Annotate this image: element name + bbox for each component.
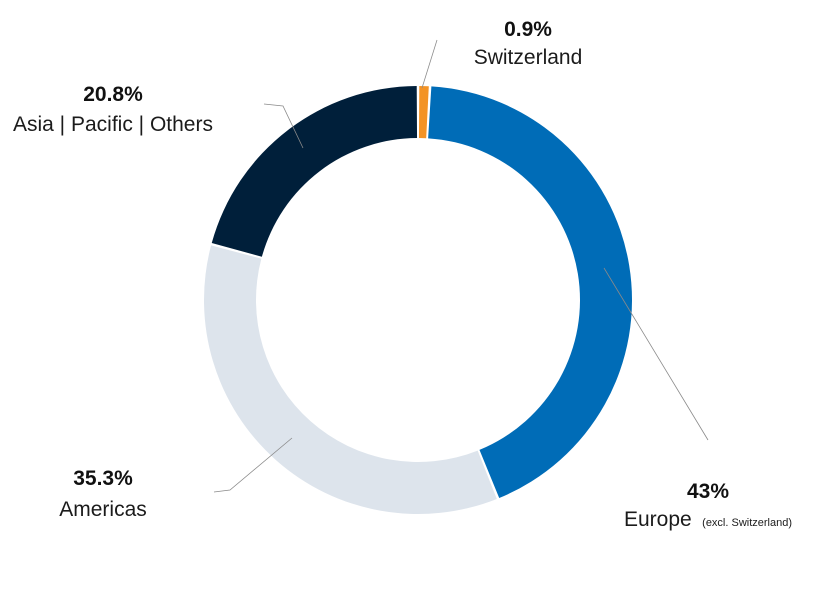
leader-europe <box>603 267 709 441</box>
label-switzerland-name: Switzerland <box>474 46 583 69</box>
label-europe-name: Europe (excl. Switzerland) <box>624 508 792 531</box>
label-americas-value: 35.3% <box>73 467 133 490</box>
leader-switzerland <box>421 39 438 89</box>
label-switzerland-value: 0.9% <box>504 18 552 41</box>
label-americas-name: Americas <box>59 498 147 521</box>
label-asia-name: Asia | Pacific | Others <box>13 113 213 136</box>
slice-switzerland <box>418 86 429 139</box>
leader-asia <box>263 103 304 149</box>
leader-lines <box>213 39 709 493</box>
chart-slices <box>204 86 632 514</box>
leader-americas <box>213 437 293 493</box>
slice-asia <box>211 86 418 257</box>
label-europe-note: (excl. Switzerland) <box>702 517 792 529</box>
label-asia-value: 20.8% <box>83 83 143 106</box>
label-europe-value: 43% <box>687 480 729 503</box>
slice-americas <box>204 245 497 514</box>
slice-europe <box>428 86 632 498</box>
label-europe-category: Europe <box>624 508 692 531</box>
